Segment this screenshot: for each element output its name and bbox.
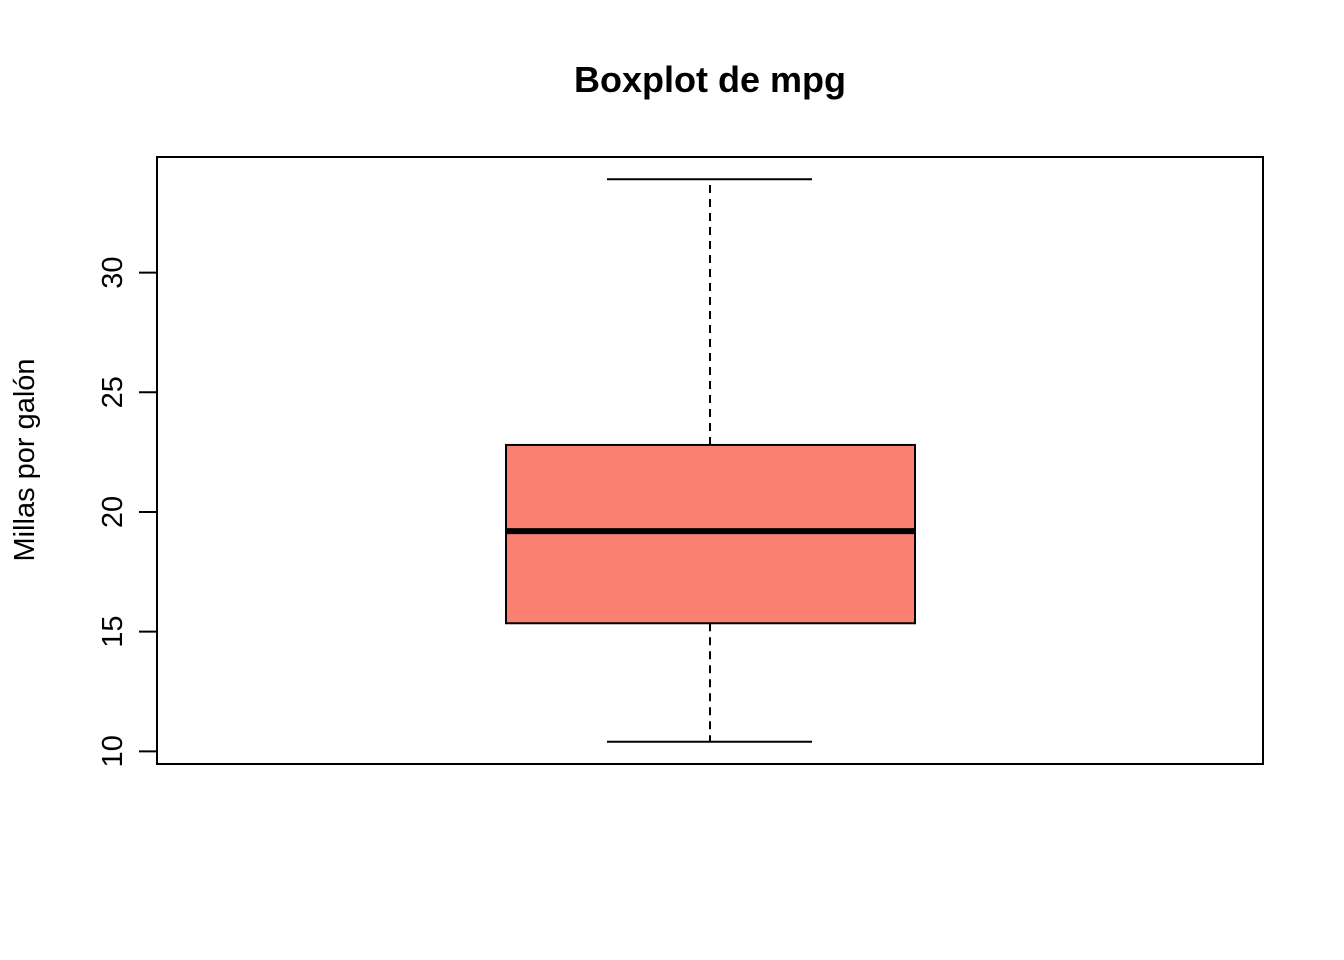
- y-axis: 10 15 20 25 30: [97, 256, 158, 767]
- y-tick-label: 15: [97, 616, 129, 648]
- y-tick-label: 30: [97, 256, 129, 288]
- y-tick-label: 25: [97, 376, 129, 408]
- y-axis-label: Millas por galón: [9, 358, 41, 561]
- y-tick-label: 10: [97, 735, 129, 767]
- y-tick-label: 20: [97, 496, 129, 528]
- chart-title: Boxplot de mpg: [574, 59, 846, 100]
- box-group: [505, 178, 916, 743]
